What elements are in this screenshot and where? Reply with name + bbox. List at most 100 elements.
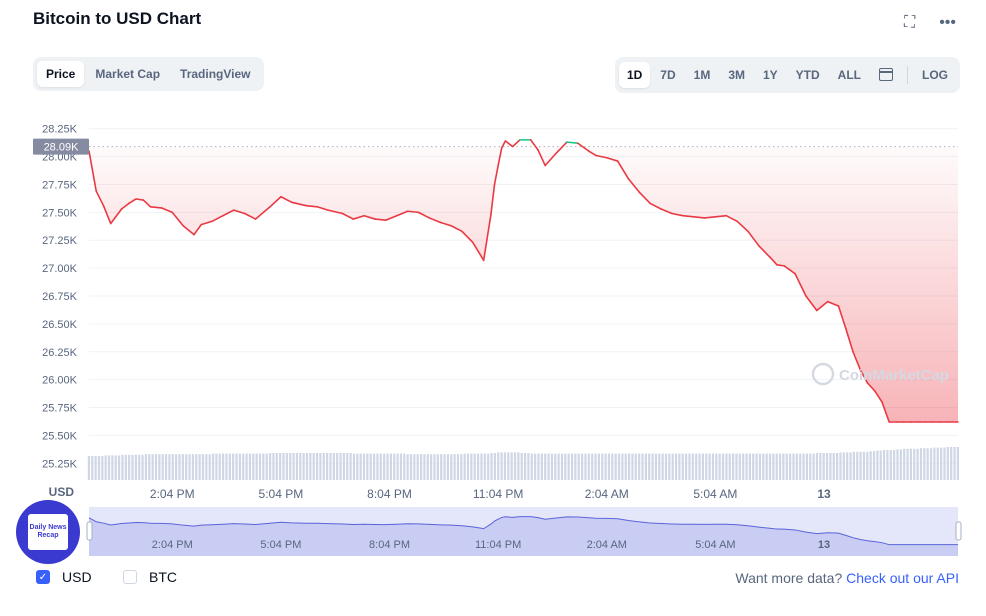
volume-bar bbox=[124, 454, 127, 480]
range-7d[interactable]: 7D bbox=[660, 68, 676, 82]
volume-bar bbox=[463, 453, 466, 480]
price-line-segment bbox=[881, 401, 891, 423]
volume-bar bbox=[121, 454, 124, 480]
volume-bar bbox=[406, 454, 409, 480]
price-line-segment bbox=[95, 190, 105, 207]
volume-bar bbox=[624, 453, 627, 480]
price-line-segment bbox=[725, 214, 738, 223]
price-line-segment bbox=[211, 214, 224, 223]
volume-bar bbox=[654, 453, 658, 480]
navigator-x-tick-label: 2:04 PM bbox=[152, 539, 193, 551]
price-line-segment bbox=[128, 198, 137, 205]
usd-checkbox[interactable]: ✓ bbox=[36, 570, 50, 584]
view-tabs: Price Market Cap TradingView bbox=[33, 57, 264, 91]
more-icon[interactable]: ••• bbox=[939, 14, 956, 31]
volume-bar bbox=[701, 453, 705, 480]
volume-bar bbox=[87, 456, 90, 480]
price-line-segment bbox=[692, 216, 706, 219]
tab-price[interactable]: Price bbox=[37, 61, 85, 87]
volume-bar bbox=[950, 447, 953, 480]
y-tick-label: 26.25K bbox=[42, 347, 78, 359]
btc-checkbox[interactable] bbox=[123, 570, 137, 584]
volume-bar bbox=[319, 453, 322, 480]
volume-bar bbox=[903, 448, 906, 480]
volume-bar bbox=[309, 453, 312, 480]
volume-bar bbox=[91, 456, 94, 480]
volume-bar bbox=[188, 454, 191, 480]
volume-bar bbox=[268, 453, 272, 480]
volume-bar bbox=[594, 453, 597, 480]
volume-bar bbox=[396, 453, 399, 480]
volume-bar bbox=[483, 453, 486, 480]
volume-bar bbox=[349, 453, 352, 480]
price-line-segment bbox=[182, 224, 195, 236]
price-line-segment bbox=[160, 207, 174, 214]
volume-bar bbox=[104, 455, 107, 480]
volume-bar bbox=[366, 453, 369, 480]
volume-bar bbox=[409, 454, 413, 480]
price-line-segment bbox=[374, 218, 387, 221]
volume-bar bbox=[822, 453, 825, 480]
range-1m[interactable]: 1M bbox=[693, 68, 711, 82]
volume-bar bbox=[926, 448, 929, 480]
volume-bar bbox=[956, 447, 959, 480]
currency-usd-option[interactable]: ✓ USD bbox=[36, 569, 92, 585]
log-toggle[interactable]: LOG bbox=[922, 68, 948, 82]
range-3m[interactable]: 3M bbox=[728, 68, 745, 82]
price-line-segment bbox=[627, 178, 641, 194]
fullscreen-icon[interactable]: ⛶ bbox=[903, 14, 916, 31]
volume-bar bbox=[745, 453, 748, 480]
volume-bar bbox=[225, 453, 228, 480]
volume-bar bbox=[534, 453, 537, 480]
tab-tradingview[interactable]: TradingView bbox=[180, 67, 251, 81]
price-line-segment bbox=[747, 230, 760, 247]
range-1y[interactable]: 1Y bbox=[762, 68, 778, 82]
navigator-left-handle[interactable] bbox=[86, 521, 93, 541]
navigator-right-handle[interactable] bbox=[955, 521, 962, 541]
volume-bar bbox=[178, 454, 181, 480]
range-tabs: 1D 7D 1M 3M 1Y YTD ALL LOG bbox=[614, 57, 960, 93]
price-line-segment bbox=[605, 156, 619, 162]
volume-bar bbox=[205, 454, 208, 480]
volume-bar bbox=[527, 453, 530, 480]
volume-bar bbox=[97, 456, 101, 480]
price-line-segment bbox=[450, 224, 463, 233]
range-all[interactable]: ALL bbox=[837, 68, 861, 82]
volume-bar bbox=[698, 453, 701, 480]
api-link[interactable]: Check out our API bbox=[846, 570, 959, 586]
price-line-segment bbox=[714, 214, 728, 218]
price-line-segment bbox=[135, 198, 145, 201]
price-line-segment bbox=[529, 139, 539, 151]
navigator-line bbox=[88, 516, 958, 546]
volume-bar bbox=[352, 453, 356, 480]
navigator-x-tick-label: 5:04 PM bbox=[260, 539, 301, 551]
reference-price-label: 28.09K bbox=[44, 142, 80, 154]
range-ytd[interactable]: YTD bbox=[795, 68, 820, 82]
price-line-segment bbox=[428, 217, 442, 224]
currency-btc-option[interactable]: BTC bbox=[123, 569, 177, 585]
volume-bar bbox=[292, 453, 295, 480]
volume-bar bbox=[362, 453, 366, 480]
volume-bar bbox=[399, 453, 403, 480]
volume-bar bbox=[460, 454, 463, 480]
price-line-segment bbox=[102, 204, 112, 225]
price-line-segment bbox=[193, 223, 203, 236]
volume-bar bbox=[443, 454, 446, 480]
tab-market-cap[interactable]: Market Cap bbox=[95, 67, 161, 81]
volume-bar bbox=[540, 453, 543, 480]
volume-bar bbox=[792, 453, 795, 480]
price-line-segment bbox=[577, 142, 590, 152]
volume-bar bbox=[614, 453, 617, 480]
volume-bar bbox=[587, 453, 590, 480]
price-line-segment bbox=[290, 201, 308, 207]
volume-bar bbox=[882, 450, 886, 480]
range-1d[interactable]: 1D bbox=[618, 62, 651, 88]
volume-bar bbox=[567, 453, 570, 480]
daily-news-recap-badge[interactable]: Daily News Recap bbox=[16, 500, 80, 564]
price-line-segment bbox=[544, 152, 557, 167]
volume-bar bbox=[218, 453, 221, 480]
calendar-button[interactable] bbox=[871, 61, 901, 89]
volume-bar bbox=[725, 453, 728, 480]
price-line-segment bbox=[222, 209, 235, 217]
